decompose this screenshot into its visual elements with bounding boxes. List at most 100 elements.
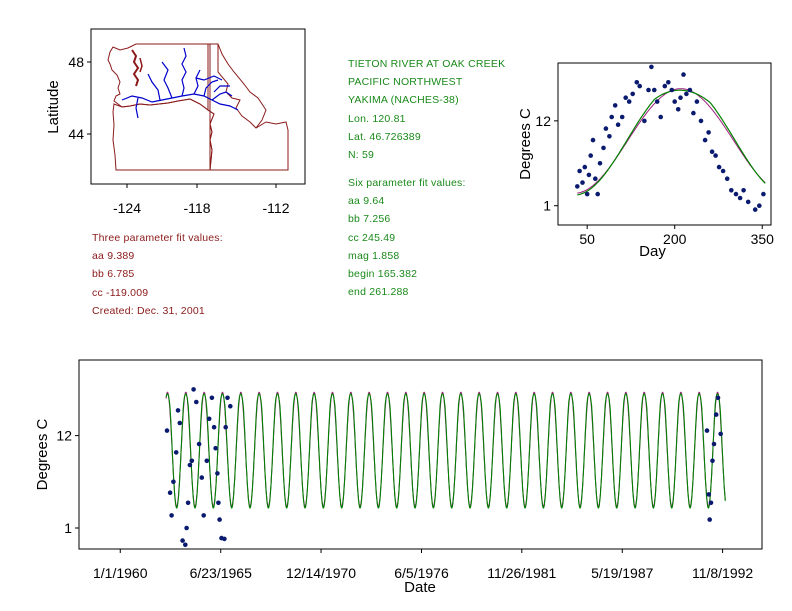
map-ytick-44: 44 — [68, 126, 84, 142]
six-param-mag: mag 1.858 — [348, 249, 400, 262]
three-param-aa: aa 9.389 — [92, 250, 135, 263]
seasonal-data-point — [607, 134, 612, 139]
map-yaxis: 48 44 Latitude — [45, 54, 91, 142]
timeseries-data-point — [204, 458, 210, 464]
timeseries-data-point — [713, 412, 719, 417]
timeseries-data-point — [199, 475, 205, 480]
timeseries-data-point — [167, 490, 173, 496]
seasonal-data-point — [757, 203, 762, 208]
seasonal-data-point — [649, 64, 654, 70]
seasonal-data-point — [709, 149, 715, 154]
timeseries-data-point — [201, 513, 206, 518]
seasonal-data-point — [637, 83, 642, 89]
seasonal-data-point — [654, 99, 660, 104]
timeseries-data-point — [217, 517, 222, 522]
timeseries-xtick-label: 6/23/1965 — [190, 565, 252, 581]
seasonal-data-point — [675, 107, 681, 112]
spokane-river — [195, 75, 223, 81]
timeseries-data-point — [708, 500, 714, 506]
state-borders — [107, 43, 289, 171]
six-param-end: end 261.288 — [348, 286, 409, 299]
seasonal-data-point — [672, 99, 677, 104]
timeseries-data-point — [187, 462, 193, 468]
station-block: TIETON RIVER AT OAK CREEK PACIFIC NORTHW… — [348, 55, 505, 164]
three-param-bb: bb 6.785 — [92, 268, 135, 281]
seasonal-data-point — [595, 191, 600, 197]
rivers — [121, 47, 239, 119]
timeseries-data-point — [223, 424, 228, 430]
columbia-upper — [181, 47, 187, 97]
seasonal-xlabel: Day — [639, 243, 666, 260]
timeseries-xtick-label: 6/5/1976 — [394, 565, 449, 581]
seasonal-data-point — [752, 207, 758, 212]
seasonal-data-point — [623, 95, 628, 100]
timeseries-data-point — [222, 536, 227, 542]
seasonal-data-point — [580, 180, 585, 185]
seasonal-data-point — [634, 80, 640, 85]
tributary-4 — [213, 85, 230, 93]
timeseries-data-point — [194, 399, 199, 405]
seasonal-data-point — [584, 191, 590, 197]
seasonal-data-point — [678, 95, 683, 100]
timeseries-data-point — [707, 517, 712, 522]
seasonal-data-point — [729, 188, 734, 193]
three-param-block: Three parameter fit values: aa 9.389 bb … — [92, 229, 223, 320]
timeseries-data-point — [225, 395, 230, 401]
station-n: N: 59 — [348, 148, 375, 161]
seasonal-data-point — [593, 176, 598, 181]
station-lat: Lat. 46.726389 — [348, 130, 421, 143]
timeseries-data-point — [196, 441, 202, 447]
six-param-aa: aa 9.64 — [348, 195, 385, 208]
seasonal-ylabel: Degrees C — [517, 108, 534, 180]
timeseries-data-point — [228, 403, 233, 409]
timeseries-ylabel: Degrees C — [34, 418, 51, 490]
tributary-2 — [193, 69, 201, 95]
timeseries-data-point — [177, 420, 183, 426]
seasonal-data-point — [597, 161, 603, 166]
timeseries-ytick-label: 1 — [64, 520, 72, 536]
timeseries-data-point — [711, 441, 717, 447]
timeseries-xtick-label: 5/19/1987 — [591, 565, 653, 581]
timeseries-data-point — [211, 424, 217, 430]
six-param-block: Six parameter fit values: aa 9.64 bb 7.2… — [348, 174, 466, 301]
seasonal-data-point — [694, 99, 700, 104]
seasonal-xtick-label: 200 — [663, 231, 687, 247]
map-ytick-48: 48 — [68, 54, 84, 70]
six-param-title: Six parameter fit values: — [348, 177, 466, 189]
seasonal-data-point — [615, 122, 621, 127]
timeseries-data-point — [718, 431, 723, 437]
six-param-begin: begin 165.382 — [348, 267, 418, 280]
station-region: PACIFIC NORTHWEST — [348, 76, 463, 89]
timeseries-data-point — [206, 416, 212, 422]
seasonal-data-point — [716, 164, 722, 170]
station-name: TIETON RIVER AT OAK CREEK — [348, 58, 506, 70]
timeseries-data-point — [704, 428, 710, 433]
seasonal-data-point — [575, 184, 580, 189]
seasonal-data-point — [681, 72, 686, 77]
timeseries-data-point — [185, 500, 191, 506]
timeseries-data-point — [715, 395, 721, 401]
island — [139, 57, 143, 73]
timeseries-data-point — [173, 450, 179, 455]
seasonal-ytick-label: 1 — [543, 198, 551, 214]
seasonal-data-point — [590, 137, 596, 143]
timeseries-data-point — [706, 492, 712, 497]
station-lon: Lon. 120.81 — [348, 112, 406, 125]
timeseries-data-point — [710, 458, 715, 464]
seasonal-data-point — [706, 130, 711, 135]
timeseries-chart: 1/1/1960 6/23/1965 12/14/1970 6/5/1976 11/26… — [34, 359, 763, 596]
timeseries-xlabel: Date — [404, 579, 436, 596]
timeseries-data-point — [213, 445, 218, 451]
seasonal-data-point — [646, 87, 651, 93]
map-xtick-124: -124 — [113, 200, 141, 216]
timeseries-data-point — [180, 538, 185, 543]
timeseries-data-point — [215, 471, 220, 476]
map-xaxis: -124 -118 -112 — [113, 184, 290, 216]
tributary-1 — [161, 61, 173, 99]
map-ylabel: Latitude — [45, 80, 62, 133]
seasonal-data-point — [626, 99, 632, 104]
puget-sound — [131, 49, 140, 87]
seasonal-data-point — [658, 114, 663, 120]
seasonal-data-point — [702, 137, 708, 143]
